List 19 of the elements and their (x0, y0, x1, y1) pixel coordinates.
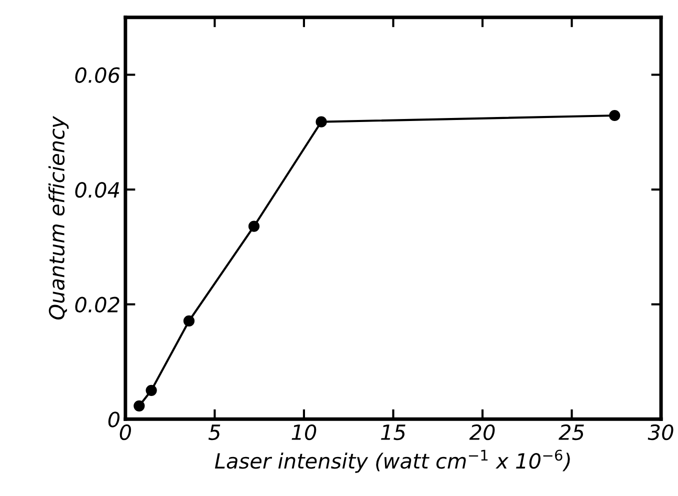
x-tick-label: 5 (208, 424, 220, 440)
point (146, 384, 157, 396)
x-tick-label: 25 (558, 424, 584, 440)
y-tick-label: 0 (108, 412, 120, 428)
point (609, 110, 620, 122)
x-tick-label: 30 (648, 424, 674, 440)
y-tick-label: 0.06 (75, 67, 120, 83)
y-axis-title: Quantum efficiency (48, 116, 69, 320)
point (316, 116, 327, 128)
point (134, 400, 145, 412)
x-axis-title: Laser intensity (watt cm$^{−1}$ x 10$^{−6}$) (214, 450, 570, 473)
x-tick-label: 15 (381, 424, 406, 440)
y-tick-label: 0.02 (75, 296, 120, 313)
point (248, 220, 260, 232)
point (183, 315, 195, 327)
x-tick-label: 0 (120, 424, 132, 440)
x-tick-label: 20 (469, 424, 495, 440)
y-tick-label: 0.04 (75, 182, 120, 198)
x-tick-label: 10 (292, 424, 316, 440)
